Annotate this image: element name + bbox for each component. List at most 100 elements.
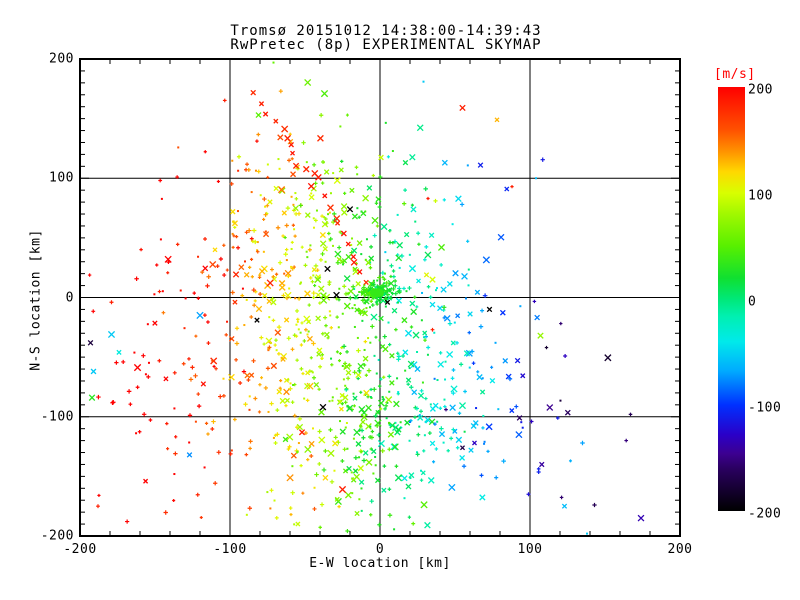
data-point xyxy=(306,256,309,259)
data-point xyxy=(387,487,392,492)
data-point xyxy=(232,299,238,305)
data-point xyxy=(288,287,291,290)
data-point xyxy=(422,336,425,339)
data-point xyxy=(275,225,281,230)
data-point xyxy=(482,256,490,264)
data-point xyxy=(364,258,367,261)
data-point xyxy=(203,313,207,317)
data-point xyxy=(300,245,304,249)
data-point xyxy=(357,368,362,374)
data-point xyxy=(405,483,412,490)
data-point xyxy=(398,266,401,269)
data-point xyxy=(317,134,324,142)
data-point xyxy=(444,378,447,381)
data-point xyxy=(414,220,417,223)
data-point xyxy=(389,380,395,386)
data-point xyxy=(292,383,295,386)
data-point xyxy=(187,413,193,418)
data-point xyxy=(501,458,506,464)
data-point xyxy=(295,521,301,527)
data-point xyxy=(203,466,206,469)
data-point xyxy=(266,491,269,494)
data-point xyxy=(324,260,327,263)
data-point xyxy=(377,275,382,280)
data-point xyxy=(361,319,364,322)
data-point xyxy=(177,146,180,149)
data-point xyxy=(337,399,343,404)
data-point xyxy=(475,407,478,410)
data-point xyxy=(440,286,447,293)
data-point xyxy=(275,349,278,352)
data-point xyxy=(342,447,347,452)
data-point xyxy=(241,369,247,374)
data-point xyxy=(426,353,429,356)
data-point xyxy=(121,359,126,364)
data-point xyxy=(231,159,234,162)
data-point xyxy=(436,420,439,423)
data-point xyxy=(295,425,299,430)
data-point xyxy=(439,426,444,431)
x-tick-label: 200 xyxy=(667,542,693,557)
data-point xyxy=(393,291,398,296)
data-point xyxy=(243,260,246,263)
data-point xyxy=(428,232,435,239)
data-point xyxy=(375,224,380,228)
data-point xyxy=(403,497,406,500)
data-point xyxy=(290,171,297,178)
data-point xyxy=(272,436,275,439)
data-point xyxy=(388,282,391,285)
data-point xyxy=(391,307,398,314)
data-point xyxy=(270,296,275,301)
data-point xyxy=(304,78,312,86)
data-point xyxy=(333,176,341,185)
data-point xyxy=(210,359,215,363)
data-point xyxy=(286,474,294,482)
data-point xyxy=(276,324,282,330)
data-point xyxy=(141,353,146,358)
data-point xyxy=(436,379,439,382)
data-point xyxy=(195,492,200,497)
data-point xyxy=(335,220,341,226)
data-point xyxy=(516,415,523,421)
data-point xyxy=(256,132,261,137)
data-point xyxy=(360,413,368,421)
data-point xyxy=(318,364,323,369)
data-point xyxy=(339,428,346,435)
data-point xyxy=(467,284,470,287)
data-point xyxy=(308,276,313,280)
data-point xyxy=(279,379,283,383)
data-point xyxy=(299,343,304,347)
data-point xyxy=(405,377,412,383)
data-point xyxy=(299,331,302,334)
data-point xyxy=(303,263,308,268)
data-point xyxy=(604,354,612,362)
data-point xyxy=(394,474,403,482)
data-point xyxy=(224,333,228,337)
data-point xyxy=(352,404,356,408)
data-point xyxy=(494,341,497,344)
data-point xyxy=(375,372,378,375)
data-point xyxy=(284,404,288,408)
data-point xyxy=(315,268,320,272)
data-point xyxy=(315,292,321,298)
data-point xyxy=(410,203,414,207)
data-point xyxy=(465,349,473,357)
data-point xyxy=(396,301,399,304)
data-point xyxy=(248,446,252,451)
data-point xyxy=(378,339,381,342)
data-point xyxy=(296,320,299,323)
data-point xyxy=(363,339,368,344)
data-point xyxy=(304,327,308,332)
data-point xyxy=(161,290,164,293)
data-point xyxy=(365,259,372,266)
data-point xyxy=(254,169,257,172)
data-point xyxy=(266,175,270,179)
data-point xyxy=(437,243,446,251)
data-point xyxy=(314,276,322,284)
data-point xyxy=(257,410,262,414)
data-point xyxy=(443,404,447,409)
data-point xyxy=(245,162,249,167)
data-point xyxy=(203,237,207,241)
data-point xyxy=(396,392,400,396)
data-point xyxy=(385,288,389,293)
